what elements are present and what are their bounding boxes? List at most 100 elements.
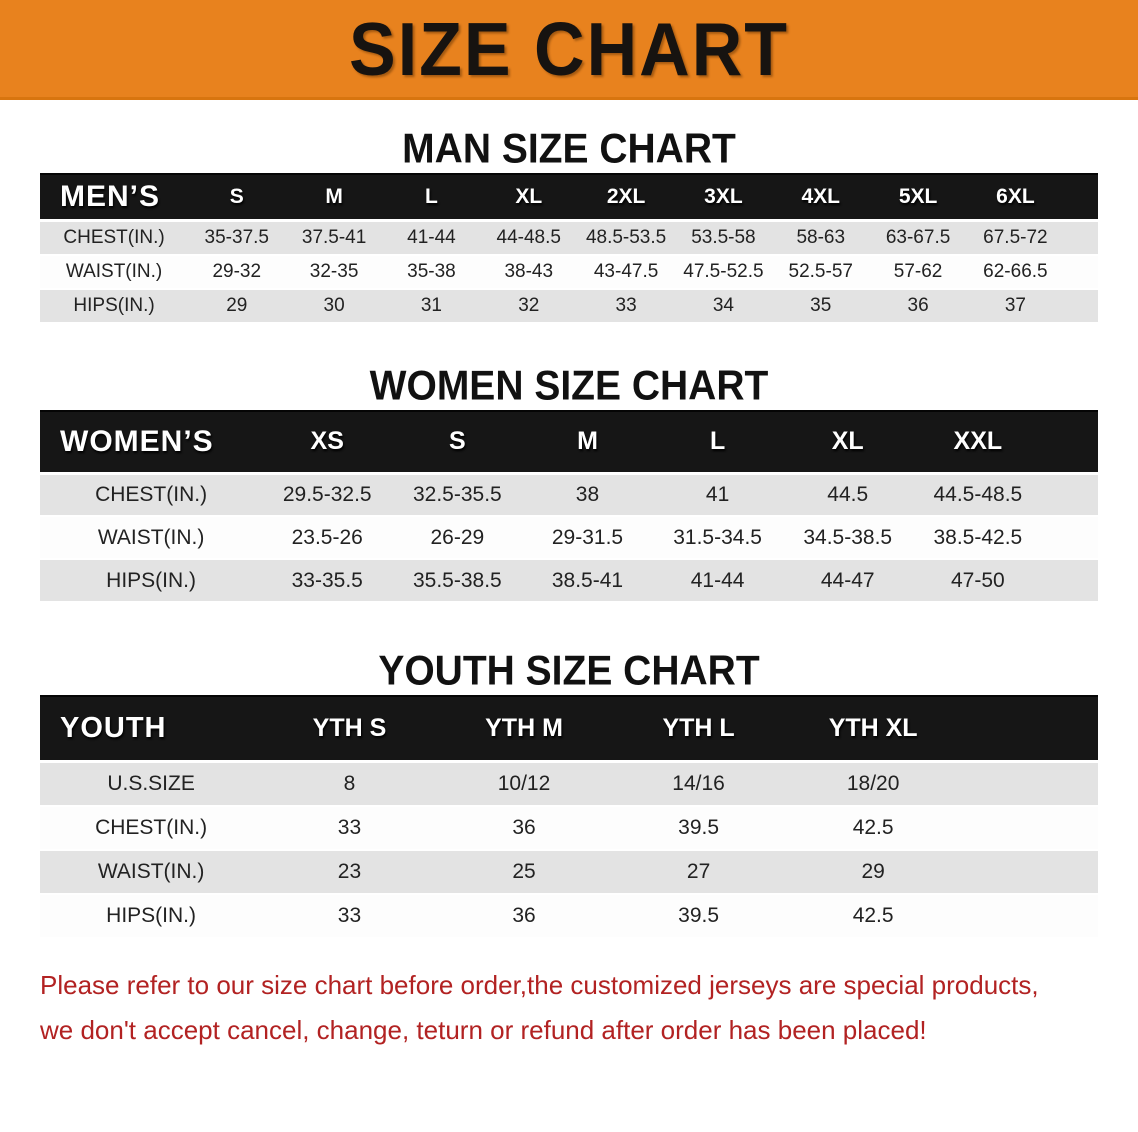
spacer-cell (1042, 473, 1098, 517)
youth-hips-row: HIPS(IN.) 33 36 39.5 42.5 (40, 893, 1098, 939)
value-cell: 18/20 (785, 761, 961, 807)
size-header: YTH L (611, 695, 786, 763)
value-cell: 44-48.5 (480, 220, 578, 256)
row-label: CHEST(IN.) (40, 805, 263, 851)
value-cell: 67.5-72 (966, 220, 1065, 256)
value-cell: 63-67.5 (869, 220, 967, 256)
size-header: YTH M (436, 695, 612, 763)
value-cell: 48.5-53.5 (577, 220, 675, 256)
spacer-cell (1042, 559, 1098, 603)
women-hips-row: HIPS(IN.) 33-35.5 35.5-38.5 38.5-41 41-4… (40, 559, 1098, 603)
value-cell: 8 (262, 761, 437, 807)
size-header: 5XL (869, 173, 967, 222)
value-cell: 29 (188, 288, 286, 324)
women-chest-row: CHEST(IN.) 29.5-32.5 32.5-35.5 38 41 44.… (40, 473, 1098, 517)
row-label: HIPS(IN.) (40, 893, 263, 939)
value-cell: 25 (436, 849, 612, 895)
row-label: CHEST(IN.) (40, 473, 263, 517)
size-header: XS (262, 409, 393, 475)
value-cell: 38.5-42.5 (912, 516, 1043, 560)
value-cell: 57-62 (869, 254, 967, 290)
spacer-cell (1064, 220, 1098, 256)
women-header-row: WOMEN’S XS S M L XL XXL (40, 409, 1098, 475)
value-cell: 34 (674, 288, 773, 324)
value-cell: 32 (480, 288, 578, 324)
men-waist-row: WAIST(IN.) 29-32 32-35 35-38 38-43 43-47… (40, 254, 1098, 290)
value-cell: 44.5-48.5 (912, 473, 1043, 517)
value-cell: 30 (285, 288, 383, 324)
size-header: 3XL (674, 173, 773, 222)
value-cell: 23 (262, 849, 437, 895)
value-cell: 38-43 (480, 254, 578, 290)
value-cell: 42.5 (785, 805, 961, 851)
value-cell: 39.5 (611, 893, 786, 939)
spacer-cell (960, 805, 1098, 851)
size-header: 2XL (577, 173, 675, 222)
value-cell: 35.5-38.5 (392, 559, 523, 603)
value-cell: 38.5-41 (522, 559, 653, 603)
value-cell: 52.5-57 (772, 254, 870, 290)
row-label: HIPS(IN.) (40, 559, 263, 603)
value-cell: 38 (522, 473, 653, 517)
value-cell: 36 (436, 893, 612, 939)
size-header: YTH S (262, 695, 437, 763)
row-label: WAIST(IN.) (40, 516, 263, 560)
value-cell: 36 (436, 805, 612, 851)
size-header: 4XL (772, 173, 870, 222)
spacer-cell (1064, 254, 1098, 290)
youth-waist-row: WAIST(IN.) 23 25 27 29 (40, 849, 1098, 895)
spacer-cell (1042, 409, 1098, 475)
value-cell: 26-29 (392, 516, 523, 560)
youth-ussize-row: U.S.SIZE 8 10/12 14/16 18/20 (40, 761, 1098, 807)
size-header: XXL (912, 409, 1043, 475)
disclaimer-text: Please refer to our size chart before or… (40, 963, 1138, 1053)
value-cell: 47.5-52.5 (674, 254, 773, 290)
value-cell: 37.5-41 (285, 220, 383, 256)
value-cell: 29 (785, 849, 961, 895)
men-size-table: MEN’S S M L XL 2XL 3XL 4XL 5XL 6XL CHEST… (40, 173, 1098, 324)
value-cell: 33 (577, 288, 675, 324)
value-cell: 47-50 (912, 559, 1043, 603)
disclaimer-line-2: we don't accept cancel, change, teturn o… (40, 1014, 927, 1045)
spacer-cell (1064, 173, 1098, 222)
size-header: L (382, 173, 481, 222)
men-header-row: MEN’S S M L XL 2XL 3XL 4XL 5XL 6XL (40, 173, 1098, 222)
value-cell: 31.5-34.5 (652, 516, 783, 560)
value-cell: 27 (611, 849, 786, 895)
men-header-label: MEN’S (40, 173, 189, 222)
youth-section-title: YOUTH SIZE CHART (378, 648, 760, 695)
size-header: YTH XL (785, 695, 961, 763)
youth-size-table: YOUTH YTH S YTH M YTH L YTH XL U.S.SIZE … (40, 695, 1098, 939)
spacer-cell (960, 761, 1098, 807)
value-cell: 36 (869, 288, 967, 324)
value-cell: 42.5 (785, 893, 961, 939)
page-title: SIZE CHART (349, 6, 789, 91)
size-header: XL (480, 173, 578, 222)
row-label: CHEST(IN.) (40, 220, 189, 256)
value-cell: 33-35.5 (262, 559, 393, 603)
spacer-cell (1042, 516, 1098, 560)
value-cell: 44-47 (782, 559, 913, 603)
banner: SIZE CHART (0, 0, 1138, 100)
value-cell: 31 (382, 288, 481, 324)
value-cell: 39.5 (611, 805, 786, 851)
men-hips-row: HIPS(IN.) 29 30 31 32 33 34 35 36 37 (40, 288, 1098, 324)
value-cell: 29-32 (188, 254, 286, 290)
men-chest-row: CHEST(IN.) 35-37.5 37.5-41 41-44 44-48.5… (40, 220, 1098, 256)
value-cell: 32.5-35.5 (392, 473, 523, 517)
value-cell: 44.5 (782, 473, 913, 517)
spacer-cell (960, 695, 1098, 763)
value-cell: 29.5-32.5 (262, 473, 393, 517)
value-cell: 23.5-26 (262, 516, 393, 560)
size-header: 6XL (966, 173, 1065, 222)
spacer-cell (960, 893, 1098, 939)
value-cell: 41 (652, 473, 783, 517)
value-cell: 34.5-38.5 (782, 516, 913, 560)
row-label: HIPS(IN.) (40, 288, 189, 324)
women-waist-row: WAIST(IN.) 23.5-26 26-29 29-31.5 31.5-34… (40, 516, 1098, 560)
disclaimer-line-1: Please refer to our size chart before or… (40, 969, 1039, 1000)
size-header: M (522, 409, 653, 475)
value-cell: 33 (262, 893, 437, 939)
women-section-title: WOMEN SIZE CHART (369, 363, 769, 409)
